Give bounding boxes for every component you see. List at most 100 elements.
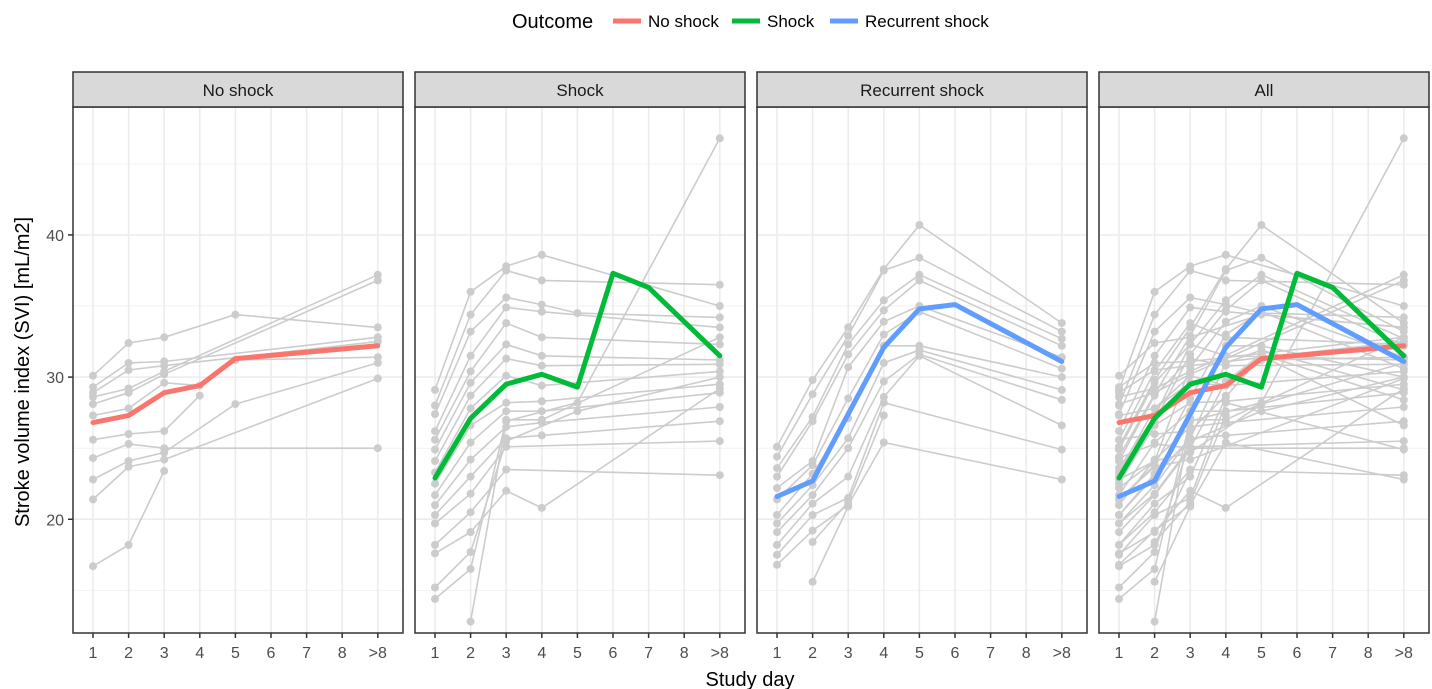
patient-point [1057,327,1066,336]
patient-trajectories [89,270,382,571]
patient-point [1150,376,1159,384]
patient-point [879,266,888,275]
x-tick-label: 8 [1364,645,1373,662]
patient-point [89,411,97,420]
patient-point [502,303,511,312]
patient-point [1057,373,1066,382]
patient-point [502,437,511,446]
x-tick-label: 7 [986,645,995,662]
patient-point [160,333,169,342]
patient-point [808,538,817,546]
patient-point [1221,250,1230,259]
patient-point [466,472,475,481]
patient-point [466,351,475,360]
patient-point [537,250,546,259]
x-tick-label: 4 [1221,645,1230,662]
patient-point [431,501,439,510]
patient-line [434,440,720,525]
x-tick-label: >8 [1053,645,1071,662]
patient-point [1150,404,1159,413]
patient-point [89,400,97,409]
patient-point [1399,280,1408,289]
patient-point [466,548,475,556]
patient-line [776,223,1063,448]
patient-point [1150,287,1159,296]
patient-point [1115,410,1123,419]
patient-point [231,310,240,319]
patient-point [537,415,546,424]
patient-point [773,560,781,569]
patient-point [1115,452,1123,461]
x-tick-label: 2 [466,645,475,662]
patient-point [1186,371,1195,380]
y-tick-label: 30 [46,370,64,387]
patient-point [466,617,475,626]
patient-point [160,455,169,464]
patient-point [773,528,781,537]
patient-point [1399,327,1408,336]
patient-point [844,444,853,453]
patient-point [537,361,546,370]
patient-point [466,367,475,376]
patient-point [466,438,475,447]
x-tick-label: >8 [369,645,387,662]
patient-point [373,270,382,279]
patient-point [1221,296,1230,305]
panel-3: Recurrent shock 1 2 3 4 5 6 7 8 >8 [756,71,1088,662]
patient-point [808,499,817,508]
patient-point [89,475,97,484]
patient-point [466,489,475,498]
x-tick-label: 1 [431,645,440,662]
patient-point [808,417,817,426]
patient-point [1150,511,1159,519]
panel-2: Shock 1 2 3 4 5 6 7 8 >8 [414,71,746,662]
patient-point [431,385,439,394]
legend-label-3: Recurrent shock [865,12,989,31]
x-tick-label: 2 [808,645,817,662]
patient-point [715,333,724,342]
x-axis-label: Study day [706,669,795,689]
patient-point [1057,445,1066,454]
patient-line [1118,354,1405,546]
patient-point [1221,438,1230,447]
patient-point [773,464,781,473]
patient-point [1399,373,1408,382]
patient-point [1150,461,1159,470]
patient-point [537,431,546,440]
patient-point [808,526,817,535]
patient-point [715,384,724,393]
patient-point [844,502,853,511]
patient-point [1257,221,1266,229]
patient-point [879,438,888,447]
patient-point [1150,577,1159,586]
patient-point [915,221,924,229]
patient-point [808,491,817,500]
patient-point [502,465,511,474]
patient-point [466,508,475,517]
patient-point [573,309,582,318]
patient-point [537,333,546,342]
patient-point [502,319,511,328]
patient-point [160,466,169,475]
patient-point [1399,313,1408,322]
patient-point [160,427,169,436]
patient-point [1150,491,1159,500]
patient-point [715,280,724,289]
patient-point [1115,519,1123,528]
strip-background [1098,71,1430,108]
patient-line [1118,279,1405,405]
strip-label: Recurrent shock [860,81,984,100]
patient-point [160,378,169,387]
patient-point [715,313,724,322]
patient-point [844,323,853,332]
patient-point [1399,475,1408,484]
x-tick-label: 4 [879,645,888,662]
patient-point [431,519,439,528]
patient-point [844,394,853,403]
patient-point [431,401,439,410]
patient-point [879,317,888,326]
patient-point [1150,538,1159,546]
patient-point [502,293,511,302]
x-tick-label: 1 [89,645,98,662]
